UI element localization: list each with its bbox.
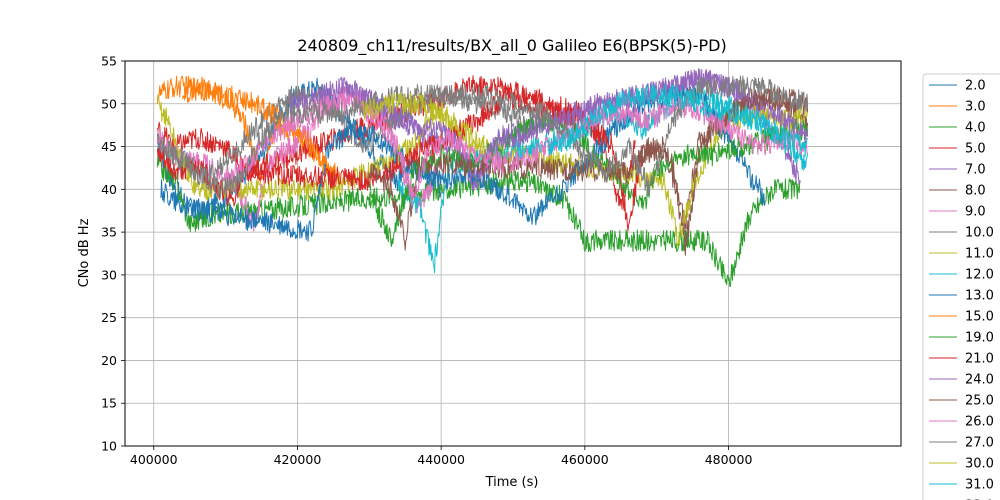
legend-label: 19.0 [965, 331, 994, 346]
x-tick-label: 400000 [130, 452, 178, 467]
y-tick-label: 35 [101, 225, 117, 240]
y-tick-label: 50 [101, 96, 117, 111]
series-line-30.0 [361, 92, 485, 155]
series-layer [156, 68, 809, 287]
x-axis-label: Time (s) [485, 475, 539, 490]
legend-label: 2.0 [965, 79, 986, 94]
x-tick-label: 420000 [274, 452, 322, 467]
series-line-31.0 [548, 83, 809, 157]
legend-label: 9.0 [965, 205, 986, 220]
y-tick-label: 30 [101, 267, 117, 282]
legend-label: 15.0 [965, 310, 994, 325]
series-line-11.0 [156, 94, 809, 247]
legend-label: 4.0 [965, 121, 986, 136]
chart-title: 240809_ch11/results/BX_all_0 Galileo E6(… [297, 36, 726, 56]
legend-label: 10.0 [965, 226, 994, 241]
y-axis: 10 15 20 25 30 35 40 45 50 55 [101, 54, 125, 454]
legend-label: 30.0 [965, 457, 994, 472]
y-tick-label: 25 [101, 310, 117, 325]
series-line-15.0 [182, 76, 334, 180]
legend-label: 25.0 [965, 394, 994, 409]
legend-label: 13.0 [965, 289, 994, 304]
legend-label: 24.0 [965, 373, 994, 388]
legend-label: 31.0 [965, 478, 994, 493]
series-line-25.0 [368, 85, 809, 256]
series-line-27.0 [156, 75, 809, 199]
legend-label: 7.0 [965, 163, 986, 178]
y-tick-label: 15 [101, 396, 117, 411]
legend-label: 12.0 [965, 268, 994, 283]
x-tick-label: 440000 [417, 452, 465, 467]
legend-label: 27.0 [965, 436, 994, 451]
x-tick-label: 480000 [705, 452, 753, 467]
y-tick-label: 45 [101, 139, 117, 154]
legend-label: 26.0 [965, 415, 994, 430]
y-tick-label: 55 [101, 54, 117, 69]
y-axis-label: CNo dB Hz [77, 218, 92, 287]
x-axis: 400000 420000 440000 460000 480000 [130, 446, 753, 467]
legend-label: 33.0 [965, 499, 994, 500]
y-tick-label: 10 [101, 439, 117, 454]
legend-label: 8.0 [965, 184, 986, 199]
plot-frame [124, 60, 902, 447]
legend-label: 5.0 [965, 142, 986, 157]
legend-frame [922, 73, 1000, 500]
y-tick-label: 40 [101, 182, 117, 197]
x-tick-label: 460000 [561, 452, 609, 467]
legend: 2.0 3.0 4.0 5.0 7.0 8.0 9.0 10.0 11.0 12.0 13.0 15.… [922, 73, 1000, 500]
y-tick-label: 20 [101, 353, 117, 368]
legend-label: 11.0 [965, 247, 994, 262]
legend-label: 21.0 [965, 352, 994, 367]
legend-label: 3.0 [965, 100, 986, 115]
